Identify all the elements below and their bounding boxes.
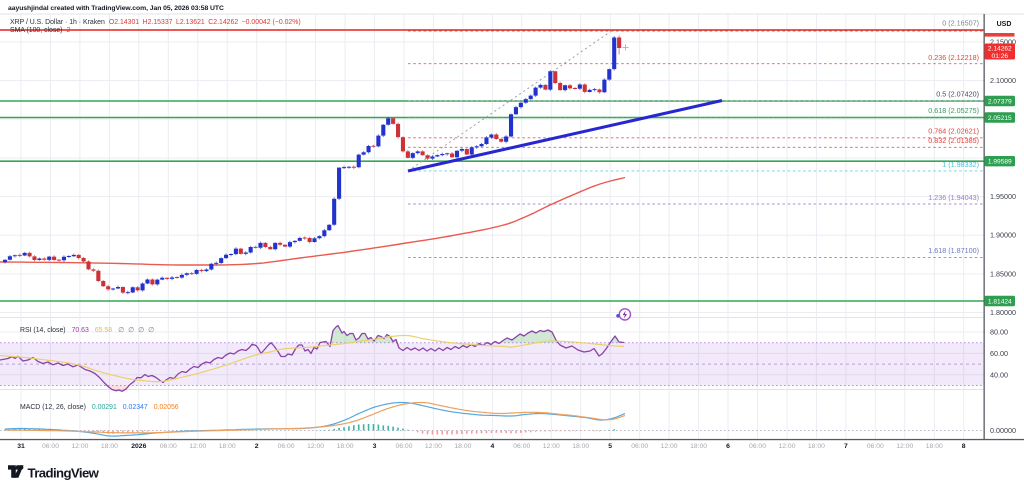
svg-text:31: 31 [17,443,25,450]
svg-text:7: 7 [844,443,848,450]
svg-text:18:00: 18:00 [454,443,471,450]
svg-text:0.236 (2.12218): 0.236 (2.12218) [928,53,979,62]
svg-text:0.764 (2.02621): 0.764 (2.02621) [928,126,979,135]
svg-text:06:00: 06:00 [395,443,412,450]
svg-text:2.15000: 2.15000 [990,37,1016,46]
svg-text:1 (1.98332): 1 (1.98332) [942,160,979,169]
svg-text:06:00: 06:00 [278,443,295,450]
svg-text:2.14262: 2.14262 [988,46,1012,53]
svg-text:0 (2.16507): 0 (2.16507) [942,18,979,27]
svg-text:1.80000: 1.80000 [990,308,1016,317]
svg-text:2: 2 [255,443,259,450]
svg-text:12:00: 12:00 [896,443,913,450]
svg-text:1.99589: 1.99589 [988,159,1012,166]
svg-text:40.00: 40.00 [990,370,1008,379]
svg-text:0.832 (2.01385): 0.832 (2.01385) [928,136,979,145]
svg-text:06:00: 06:00 [160,443,177,450]
svg-text:1.236 (1.94043): 1.236 (1.94043) [928,193,979,202]
svg-text:SMA (100, close)2: SMA (100, close) 2 [10,27,70,34]
svg-text:5: 5 [608,443,612,450]
svg-text:06:00: 06:00 [513,443,530,450]
svg-text:1.85000: 1.85000 [990,269,1016,278]
svg-text:2.07379: 2.07379 [988,98,1012,105]
svg-text:18:00: 18:00 [219,443,236,450]
svg-text:18:00: 18:00 [808,443,825,450]
svg-text:18:00: 18:00 [926,443,943,450]
svg-text:6: 6 [726,443,730,450]
svg-text:12:00: 12:00 [778,443,795,450]
svg-text:0.618 (2.05275): 0.618 (2.05275) [928,106,979,115]
svg-text:12:00: 12:00 [543,443,560,450]
svg-text:1.81424: 1.81424 [988,298,1012,305]
svg-text:06:00: 06:00 [749,443,766,450]
svg-text:06:00: 06:00 [42,443,59,450]
svg-text:1.618 (1.87100): 1.618 (1.87100) [928,246,979,255]
svg-text:18:00: 18:00 [101,443,118,450]
svg-text:60.00: 60.00 [990,349,1008,358]
svg-text:3: 3 [373,443,377,450]
svg-text:1.95000: 1.95000 [990,192,1016,201]
svg-text:2.05215: 2.05215 [988,115,1012,122]
svg-text:2.10000: 2.10000 [990,76,1016,85]
svg-text:8: 8 [962,443,966,450]
svg-text:0.5 (2.07420): 0.5 (2.07420) [936,89,979,98]
svg-text:18:00: 18:00 [690,443,707,450]
svg-text:2026: 2026 [131,443,146,450]
svg-text:01:26: 01:26 [992,53,1009,60]
svg-text:80.00: 80.00 [990,328,1008,337]
svg-text:12:00: 12:00 [661,443,678,450]
svg-text:XRP / U.S. Dollar · 1h · Krake: XRP / U.S. Dollar · 1h · Kraken O2.14301 H… [10,19,301,26]
svg-text:06:00: 06:00 [631,443,648,450]
svg-text:06:00: 06:00 [867,443,884,450]
svg-text:aayushjindal created with Trad: aayushjindal created with TradingView.co… [8,5,224,12]
svg-text:0.00000: 0.00000 [990,426,1016,435]
svg-text:12:00: 12:00 [189,443,206,450]
svg-text:1.90000: 1.90000 [990,231,1016,240]
svg-text:TradingView: TradingView [28,465,100,480]
svg-text:12:00: 12:00 [425,443,442,450]
svg-text:18:00: 18:00 [572,443,589,450]
svg-text:4: 4 [491,443,495,450]
svg-text:12:00: 12:00 [307,443,324,450]
svg-text:USD: USD [997,21,1012,28]
svg-text:12:00: 12:00 [71,443,88,450]
svg-text:18:00: 18:00 [337,443,354,450]
